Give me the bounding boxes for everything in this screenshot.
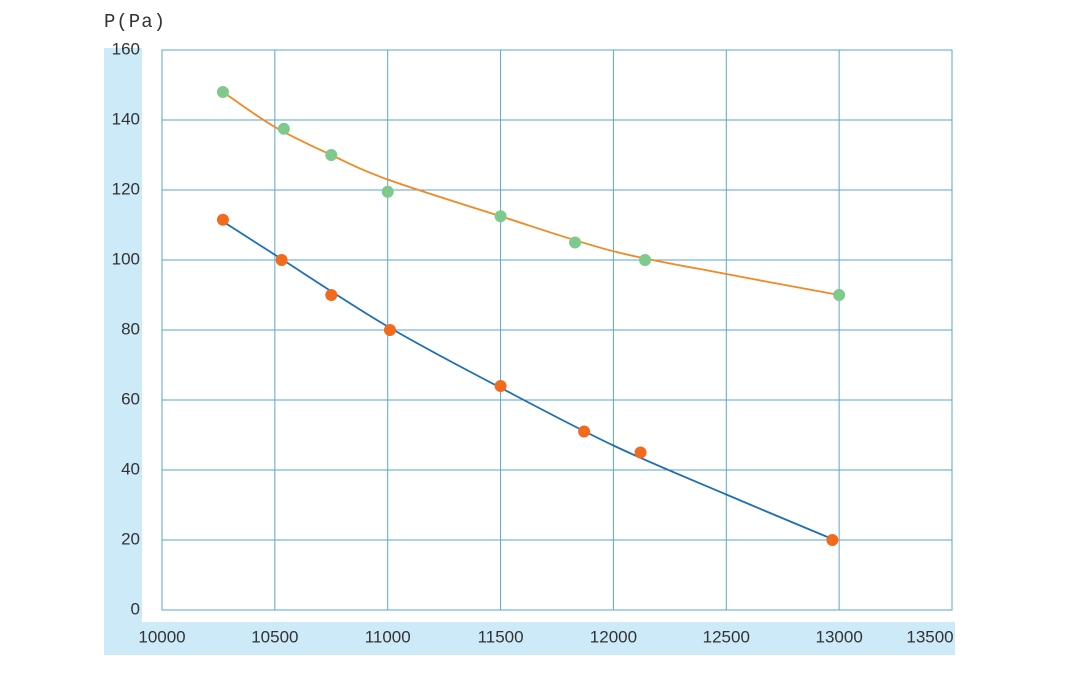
y-axis-label: P(Pa): [104, 11, 166, 33]
y-tick-label: 80: [121, 319, 140, 338]
data-point: [277, 122, 290, 135]
y-tick-label: 0: [131, 599, 140, 618]
x-tick-label: 13500: [906, 627, 953, 646]
x-tick-label: 11500: [478, 627, 524, 646]
x-tick-label: 10000: [138, 627, 185, 646]
fit-curve: [222, 220, 835, 541]
x-tick-label: 10500: [251, 627, 298, 646]
data-point: [216, 86, 229, 98]
y-tick-label: 40: [121, 459, 140, 478]
y-tick-label: 20: [121, 529, 140, 548]
data-point: [569, 236, 582, 249]
data-point: [381, 185, 394, 198]
data-point: [826, 534, 839, 546]
x-tick-label: 12500: [703, 627, 750, 646]
data-point: [494, 380, 507, 392]
data-point: [634, 446, 647, 459]
data-point: [325, 149, 338, 161]
x-tick-label: 11000: [365, 627, 411, 646]
y-axis-band: [104, 48, 142, 655]
data-point: [833, 289, 846, 301]
y-tick-label: 120: [112, 179, 140, 198]
data-point: [275, 254, 288, 266]
x-axis-band: [104, 622, 955, 655]
y-tick-label: 160: [112, 39, 140, 58]
y-tick-label: 100: [112, 249, 140, 268]
fit-curve: [222, 91, 840, 296]
data-point: [639, 254, 652, 266]
data-point: [578, 425, 591, 438]
data-point: [494, 210, 507, 223]
x-tick-label: 13000: [816, 627, 863, 646]
data-point: [325, 289, 338, 301]
y-tick-label: 140: [112, 109, 140, 128]
data-point: [383, 324, 396, 336]
x-tick-label: 12000: [590, 627, 637, 646]
data-point: [216, 213, 229, 226]
y-tick-label: 60: [121, 389, 140, 408]
